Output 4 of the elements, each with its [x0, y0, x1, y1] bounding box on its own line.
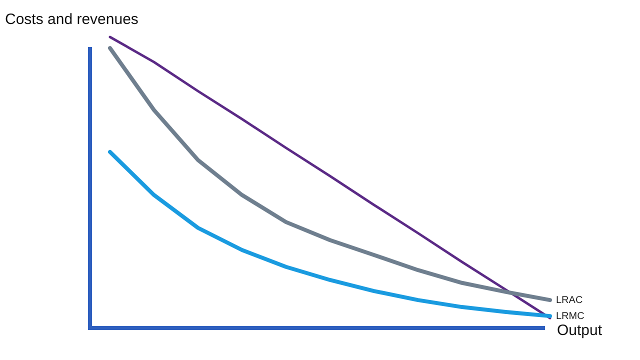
y-axis-title: Costs and revenues: [5, 11, 138, 28]
x-axis-title: Output: [557, 322, 603, 339]
series-label: LRMC: [556, 311, 584, 322]
series-label: LRAC: [556, 295, 583, 306]
